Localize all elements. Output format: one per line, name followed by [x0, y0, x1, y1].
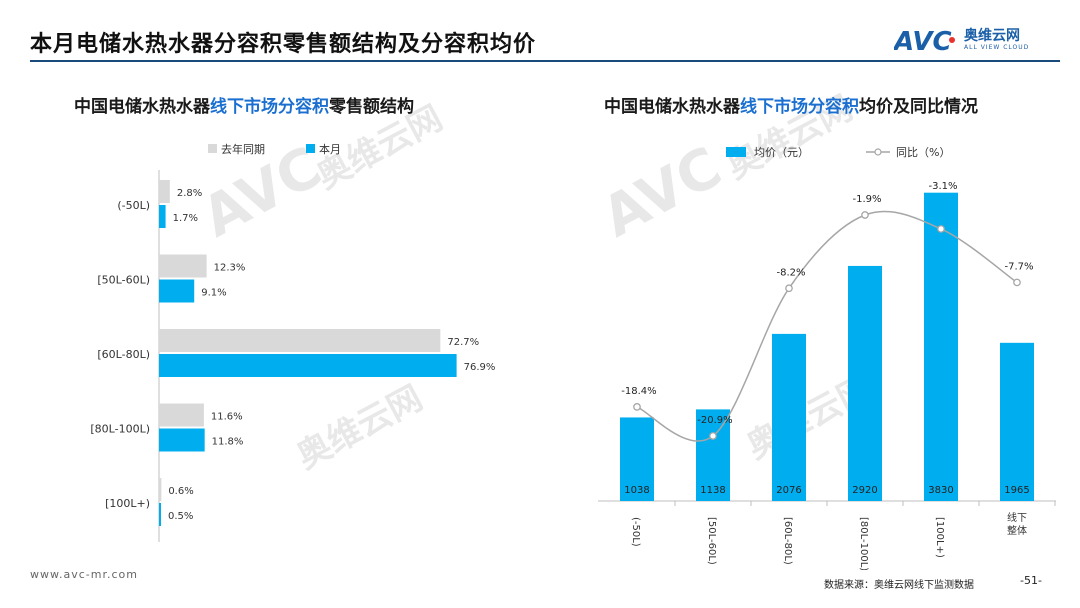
right-chart-title: 中国电储水热水器线下市场分容积均价及同比情况	[604, 97, 978, 117]
category-label: [80L-100L)	[90, 423, 150, 436]
line-point	[633, 403, 641, 411]
footer-url[interactable]: www.avc-mr.com	[30, 568, 138, 581]
bar	[159, 180, 170, 203]
category-label: [50L-60L)	[97, 274, 150, 287]
page-number: -51-	[1020, 574, 1042, 587]
bar	[848, 265, 882, 501]
brand-logo: AVC 奥维云网 ALL VIEW CLOUD	[894, 24, 1029, 56]
bar	[159, 205, 166, 228]
left-chart-title: 中国电储水热水器线下市场分容积零售额结构	[74, 97, 414, 117]
data-label: 1138	[700, 485, 725, 496]
legend-label: 同比（%）	[896, 146, 950, 159]
bar	[159, 403, 204, 427]
line-point	[1013, 278, 1021, 287]
category-label: [50L-60L)	[706, 517, 717, 565]
line-point	[709, 432, 717, 440]
category-label: [80L-100L)	[858, 517, 869, 570]
category-label: [100L+)	[934, 517, 945, 558]
data-label: 9.1%	[201, 288, 226, 299]
bar	[159, 329, 441, 352]
data-label: 76.9%	[464, 362, 496, 373]
legend-swatch	[208, 144, 217, 153]
bar	[159, 428, 205, 452]
data-label: 11.6%	[211, 412, 243, 423]
data-label: 1038	[624, 485, 649, 496]
bar	[159, 354, 457, 377]
line-label: -8.2%	[776, 267, 805, 278]
bar	[159, 478, 162, 501]
bar	[159, 279, 195, 303]
data-label: 0.6%	[168, 486, 193, 497]
line-point	[861, 211, 869, 219]
line-label: -7.7%	[1004, 261, 1033, 272]
bar	[696, 409, 730, 501]
bar	[924, 192, 958, 501]
legend-swatch	[726, 147, 746, 157]
data-label: 3830	[928, 485, 953, 496]
left-chart: 去年同期 本月 (-50L) 2.8% 1.7% [50L-60L) 12.3% 9.1% [6…	[90, 142, 496, 542]
category-label: (-50L)	[117, 199, 150, 212]
line-label: -3.1%	[928, 181, 957, 192]
logo-cn: 奥维云网	[964, 28, 1020, 44]
data-label: 72.7%	[447, 337, 479, 348]
category-label: 整体	[1007, 524, 1027, 537]
legend-swatch	[306, 144, 315, 153]
data-label: 1.7%	[173, 213, 198, 224]
data-label: 1965	[1004, 485, 1029, 496]
data-label: 12.3%	[214, 263, 246, 274]
bar	[772, 333, 806, 501]
yoy-line	[636, 210, 1018, 442]
data-label: 0.5%	[168, 511, 193, 522]
line-point	[937, 225, 945, 233]
data-label: 2076	[776, 485, 801, 496]
line-label: -1.9%	[852, 194, 881, 205]
logo-mark-text: AVC	[894, 27, 952, 54]
bar	[1000, 342, 1034, 501]
data-label: 2920	[852, 485, 877, 496]
logo-en: ALL VIEW CLOUD	[964, 44, 1030, 51]
bar	[159, 503, 161, 526]
legend-label: 本月	[319, 142, 341, 156]
legend-label: 均价（元）	[754, 146, 809, 159]
line-point	[785, 284, 793, 293]
line-label: -20.9%	[697, 415, 732, 426]
title-divider	[30, 60, 1060, 62]
data-label: 2.8%	[177, 188, 202, 199]
footer-source: 数据来源：奥维云网线下监测数据	[824, 580, 974, 591]
avc-logo-icon: AVC	[894, 27, 955, 54]
category-label: [60L-80L)	[782, 517, 793, 565]
bar	[159, 254, 207, 278]
category-label: 线下	[1007, 511, 1027, 524]
line-label: -18.4%	[621, 386, 656, 397]
category-label: [60L-80L)	[97, 348, 150, 361]
legend-label: 去年同期	[221, 142, 265, 156]
legend-marker	[874, 148, 882, 156]
category-label: [100L+)	[105, 497, 150, 510]
bar	[620, 417, 654, 501]
right-chart: 均价（元） 同比（%） 1038 (-50L) 1138 [50L-60L) 2076 [60…	[598, 146, 1056, 570]
category-label: (-50L)	[630, 517, 641, 547]
data-label: 11.8%	[212, 437, 244, 448]
page-title: 本月电储水热水器分容积零售额结构及分容积均价	[30, 32, 537, 57]
